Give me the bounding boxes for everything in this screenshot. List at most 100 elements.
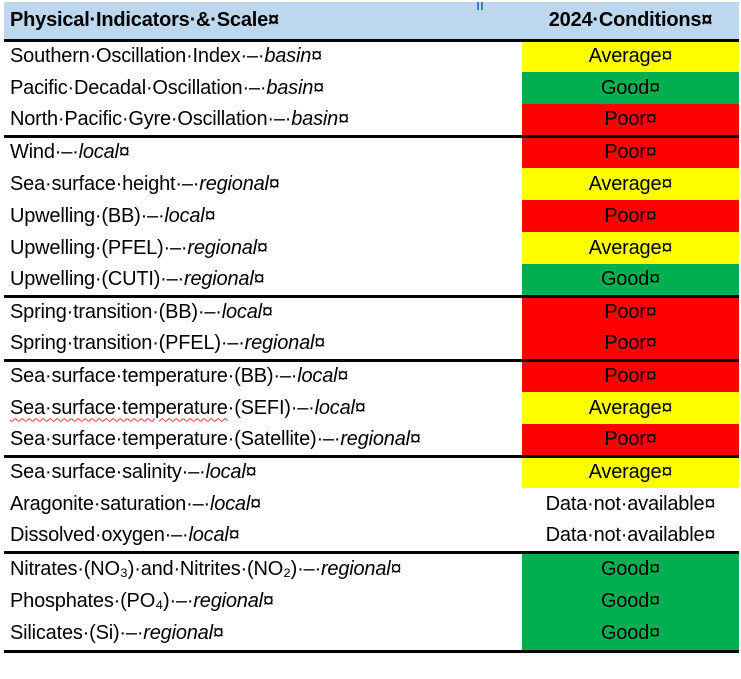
cell-end-marker: ¤ [704, 492, 716, 515]
indicator-label: North·Pacific·Gyre·Oscillation·–·basin [10, 108, 338, 130]
condition-status: Data·not·available [545, 492, 705, 515]
table-row: Wind·–·local¤ Poor¤ [4, 136, 739, 168]
indicator-text: Wind·–· [10, 141, 79, 164]
condition-status-cell: Good¤ [522, 72, 739, 104]
cell-end-marker: ¤ [701, 8, 713, 31]
scale-word: local [205, 461, 246, 484]
cell-end-marker: ¤ [314, 331, 326, 354]
anchor-bar [481, 2, 483, 10]
condition-status-cell: Poor¤ [522, 200, 739, 232]
indicator-text: Sea·surface·temperature [10, 396, 228, 419]
condition-status: Poor [604, 301, 646, 324]
cell-end-marker: ¤ [409, 427, 421, 450]
condition-status-cell: Good¤ [522, 585, 739, 618]
indicator-label-cell: Sea·surface·temperature·(Satellite)·–·re… [4, 424, 522, 456]
table-row: Spring·transition·(BB)·–·local¤ Poor¤ [4, 296, 739, 328]
scale-word: basin [264, 45, 312, 68]
cell-end-marker: ¤ [204, 204, 216, 227]
table-row: North·Pacific·Gyre·Oscillation·–·basin¤ … [4, 104, 739, 136]
indicator-text: Aragonite·saturation·–· [10, 492, 210, 515]
cell-end-marker: ¤ [649, 267, 661, 290]
indicator-label: Upwelling·(BB)·–·local [10, 205, 205, 227]
table-row: Southern·Oscillation·Index·–·basin¤ Aver… [4, 40, 739, 72]
cell-end-marker: ¤ [228, 523, 240, 546]
condition-status: Good [600, 557, 650, 580]
indicator-label: Spring·transition·(PFEL)·–·regional [10, 332, 314, 354]
table-row: Upwelling·(BB)·–·local¤ Poor¤ [4, 200, 739, 232]
cell-end-marker: ¤ [212, 622, 224, 645]
condition-status-cell: Average¤ [522, 456, 739, 488]
condition-status-cell: Poor¤ [522, 136, 739, 168]
condition-status-cell: Poor¤ [522, 104, 739, 136]
indicator-label: Dissolved·oxygen·–·local [10, 524, 229, 546]
indicator-label: Sea·surface·temperature·(BB)·–·local [10, 365, 338, 387]
condition-status-cell: Data·not·available¤ [522, 488, 739, 520]
table-row: Pacific·Decadal·Oscillation·–·basin¤ Goo… [4, 72, 739, 104]
scale-word: local [314, 396, 355, 419]
indicator-text: Upwelling·(BB)·–· [10, 204, 165, 227]
cell-end-marker: ¤ [338, 107, 349, 130]
condition-status: Poor [604, 331, 646, 354]
condition-status-cell: Data·not·available¤ [522, 520, 739, 552]
scale-word: regional [244, 331, 315, 354]
condition-status: Poor [604, 204, 646, 227]
indicator-label-cell: Southern·Oscillation·Index·–·basin¤ [4, 40, 522, 72]
indicator-label-cell: Dissolved·oxygen·–·local¤ [4, 520, 522, 552]
indicator-text: Southern·Oscillation·Index·–· [10, 45, 265, 68]
indicator-text: Spring·transition·(BB)·–· [10, 301, 222, 324]
indicator-text: Dissolved·oxygen·–· [10, 523, 189, 546]
cell-end-marker: ¤ [645, 301, 657, 324]
header-indicators-scale: Physical·Indicators·&·Scale¤ [4, 2, 522, 40]
indicator-label-cell: Sea·surface·temperature·(SEFI)·–·local¤ [4, 392, 522, 424]
cell-end-marker: ¤ [337, 365, 349, 388]
cell-end-marker: ¤ [649, 557, 661, 580]
table-row: Sea·surface·temperature·(Satellite)·–·re… [4, 424, 739, 456]
condition-status-cell: Poor¤ [522, 360, 739, 392]
cell-end-marker: ¤ [645, 365, 657, 388]
indicator-label-cell: Aragonite·saturation·–·local¤ [4, 488, 522, 520]
table-row: Dissolved·oxygen·–·local¤ Data·not·avail… [4, 520, 739, 552]
indicator-label-cell: Upwelling·(CUTI)·–·regional¤ [4, 264, 522, 296]
indicator-label-cell: Sea·surface·temperature·(BB)·–·local¤ [4, 360, 522, 392]
indicator-label-cell: Pacific·Decadal·Oscillation·–·basin¤ [4, 72, 522, 104]
cell-end-marker: ¤ [253, 267, 265, 290]
condition-status: Data·not·available [545, 523, 705, 546]
cell-end-marker: ¤ [649, 590, 661, 612]
indicator-text: Sea·surface·salinity·–· [10, 461, 206, 484]
scale-word: regional [187, 236, 257, 259]
anchor-bar [477, 2, 479, 10]
indicator-label-cell: North·Pacific·Gyre·Oscillation·–·basin¤ [4, 104, 522, 136]
condition-status-cell: Average¤ [522, 40, 739, 72]
indicator-label: Aragonite·saturation·–·local [10, 493, 250, 515]
condition-status: Good [600, 76, 650, 99]
indicator-label: Pacific·Decadal·Oscillation·–·basin [10, 77, 313, 99]
indicator-label-cell: Nitrates·(NO₃)·and·Nitrites·(NO₂)·–·regi… [4, 552, 522, 585]
condition-status-cell: Poor¤ [522, 296, 739, 328]
cell-end-marker: ¤ [313, 76, 325, 99]
indicator-label: Southern·Oscillation·Index·–·basin [10, 45, 311, 67]
indicator-text: Spring·transition·(PFEL)·–· [10, 331, 245, 354]
table-row: Sea·surface·temperature·(SEFI)·–·local¤ … [4, 392, 739, 424]
condition-status: Average [588, 45, 662, 68]
indicator-text: Silicates·(Si)·–· [10, 622, 144, 645]
condition-status-cell: Poor¤ [522, 328, 739, 360]
scale-word: regional [184, 267, 254, 290]
indicator-label: Phosphates·(PO₄)·–·regional [10, 590, 263, 612]
indicator-text: Sea·surface·temperature·(Satellite)·–· [10, 427, 341, 450]
indicator-label: Sea·surface·temperature·(SEFI)·–·local [10, 397, 355, 419]
cell-end-marker: ¤ [649, 622, 661, 645]
physical-indicators-table: Physical·Indicators·&·Scale¤ 2024·Condit… [4, 2, 739, 653]
cell-end-marker: ¤ [704, 523, 716, 546]
indicator-label: Sea·surface·temperature·(Satellite)·–·re… [10, 428, 410, 450]
cell-end-marker: ¤ [649, 76, 661, 99]
cell-end-marker: ¤ [268, 172, 280, 195]
table-row: Spring·transition·(PFEL)·–·regional¤ Poo… [4, 328, 739, 360]
indicator-label-cell: Upwelling·(BB)·–·local¤ [4, 200, 522, 232]
cell-end-marker: ¤ [645, 331, 657, 354]
table-row: Upwelling·(PFEL)·–·regional¤ Average¤ [4, 232, 739, 264]
condition-status: Good [600, 622, 650, 645]
indicator-label: Sea·surface·height·–·regional [10, 173, 269, 195]
scale-word: regional [199, 172, 269, 195]
indicator-text: Pacific·Decadal·Oscillation·–· [10, 76, 267, 99]
cell-end-marker: ¤ [661, 45, 673, 68]
